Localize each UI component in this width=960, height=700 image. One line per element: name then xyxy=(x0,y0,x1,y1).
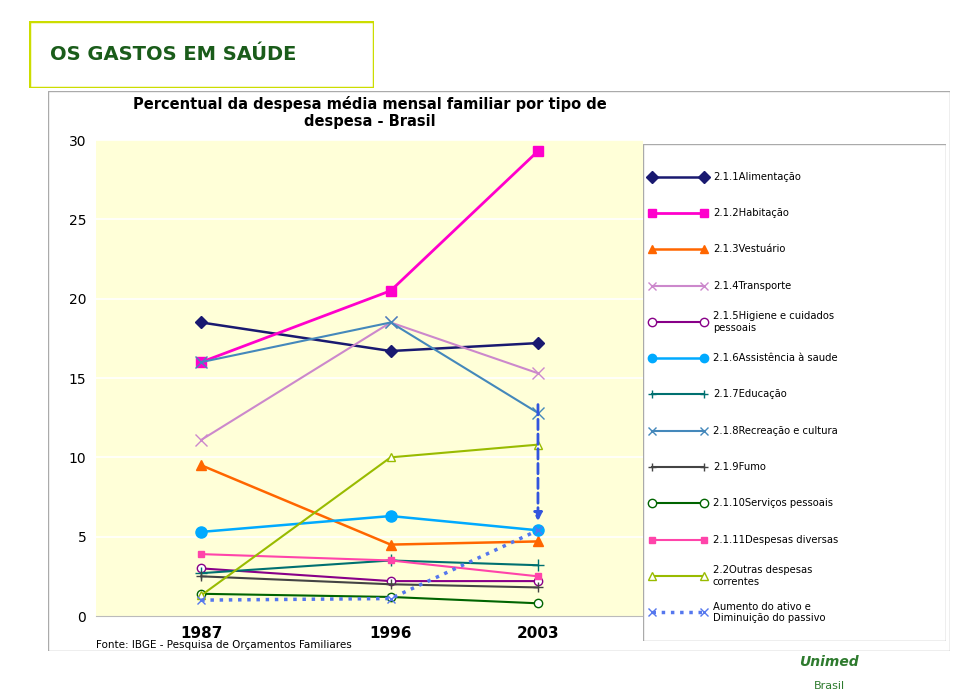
Text: 2.1.6Assistência à saude: 2.1.6Assistência à saude xyxy=(712,354,837,363)
Text: Aumento do ativo e
Diminuição do passivo: Aumento do ativo e Diminuição do passivo xyxy=(712,601,826,623)
Text: 2.1.4Transporte: 2.1.4Transporte xyxy=(712,281,791,290)
Text: 2.1.1Alimentação: 2.1.1Alimentação xyxy=(712,172,801,181)
Text: 2.2Outras despesas
correntes: 2.2Outras despesas correntes xyxy=(712,566,812,587)
Text: 2.1.9Fumo: 2.1.9Fumo xyxy=(712,462,766,472)
FancyBboxPatch shape xyxy=(48,91,950,651)
Text: 2.1.2Habitação: 2.1.2Habitação xyxy=(712,208,788,218)
Text: 2.1.7Educação: 2.1.7Educação xyxy=(712,389,786,400)
Title: Percentual da despesa média mensal familiar por tipo de
despesa - Brasil: Percentual da despesa média mensal famil… xyxy=(132,96,607,129)
FancyBboxPatch shape xyxy=(29,21,374,88)
Text: 2.1.3Vestuário: 2.1.3Vestuário xyxy=(712,244,785,254)
Text: Brasil: Brasil xyxy=(813,681,845,691)
Text: Fonte: IBGE - Pesquisa de Orçamentos Familiares: Fonte: IBGE - Pesquisa de Orçamentos Fam… xyxy=(96,640,351,650)
Text: OS GASTOS EM SAÚDE: OS GASTOS EM SAÚDE xyxy=(50,45,296,64)
Text: 2.1.10Serviços pessoais: 2.1.10Serviços pessoais xyxy=(712,498,832,508)
Text: 2.1.8Recreação e cultura: 2.1.8Recreação e cultura xyxy=(712,426,837,436)
FancyBboxPatch shape xyxy=(643,144,946,640)
Text: 2.1.11Despesas diversas: 2.1.11Despesas diversas xyxy=(712,535,838,545)
Text: Unimed: Unimed xyxy=(799,655,859,669)
Text: 2.1.5Higiene e cuidados
pessoais: 2.1.5Higiene e cuidados pessoais xyxy=(712,311,834,332)
